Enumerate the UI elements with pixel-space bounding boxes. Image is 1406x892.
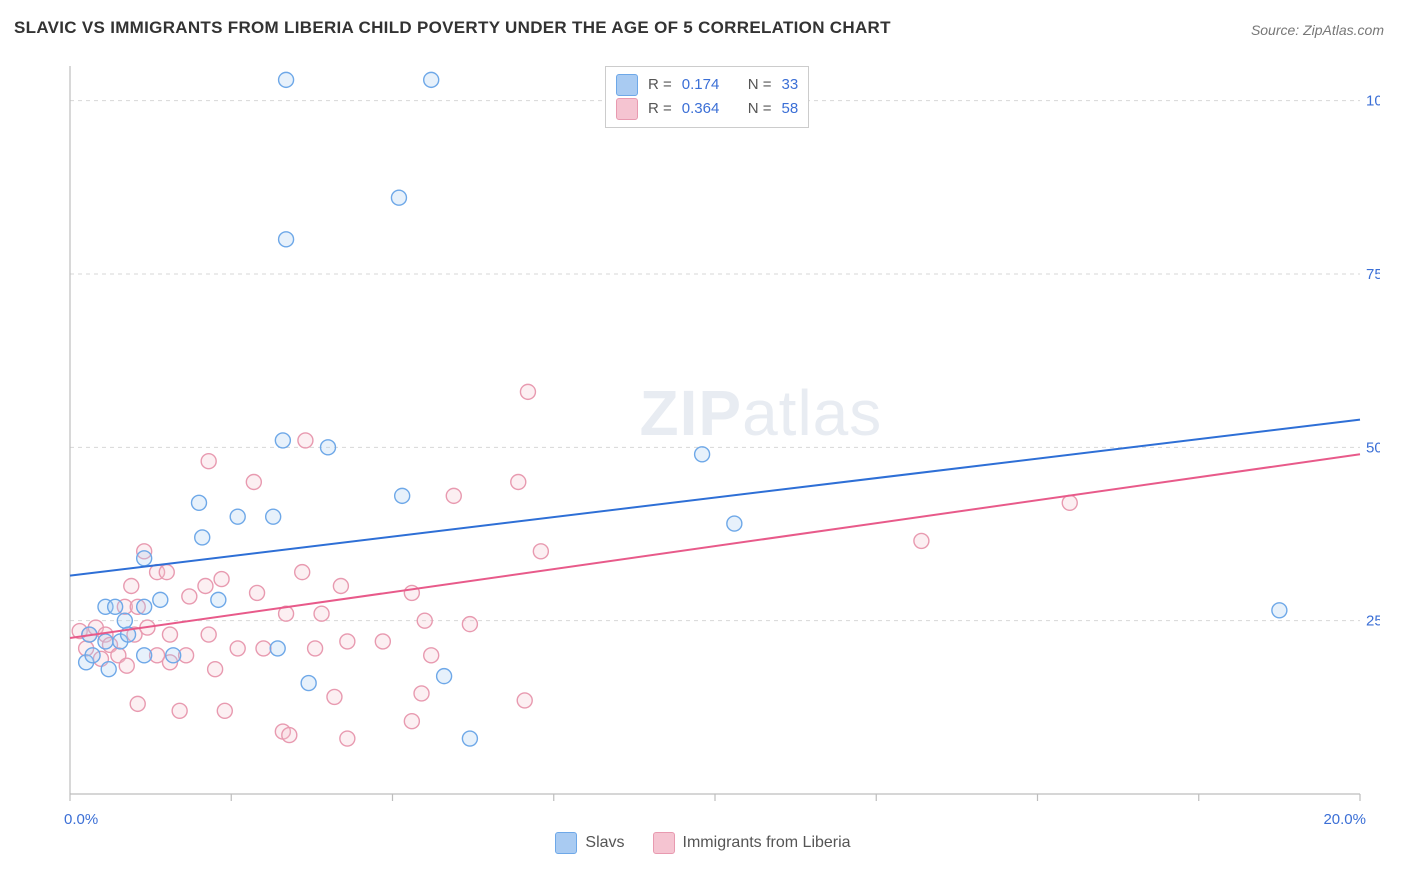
data-point-liberia <box>208 662 223 677</box>
data-point-slavs <box>117 613 132 628</box>
y-tick-label: 50.0% <box>1366 439 1380 456</box>
data-point-slavs <box>424 72 439 87</box>
r-label: R = <box>648 73 672 97</box>
data-point-slavs <box>266 509 281 524</box>
data-point-liberia <box>246 475 261 490</box>
legend-swatch <box>616 98 638 120</box>
data-point-slavs <box>695 447 710 462</box>
data-point-liberia <box>250 585 265 600</box>
data-point-liberia <box>159 565 174 580</box>
legend-label: Immigrants from Liberia <box>683 834 851 852</box>
correlation-legend: R = 0.174 N = 33 R = 0.364 N = 58 <box>605 66 809 128</box>
data-point-liberia <box>282 728 297 743</box>
legend-item: Slavs <box>555 832 624 854</box>
data-point-slavs <box>85 648 100 663</box>
chart-title: SLAVIC VS IMMIGRANTS FROM LIBERIA CHILD … <box>14 18 891 38</box>
chart-area: 25.0%50.0%75.0%100.0%0.0%20.0% ZIPatlas … <box>50 54 1380 834</box>
data-point-slavs <box>166 648 181 663</box>
data-point-liberia <box>162 627 177 642</box>
data-point-slavs <box>395 488 410 503</box>
rn-legend-row: R = 0.364 N = 58 <box>616 97 798 121</box>
data-point-liberia <box>914 533 929 548</box>
data-point-liberia <box>375 634 390 649</box>
data-point-slavs <box>270 641 285 656</box>
data-point-liberia <box>230 641 245 656</box>
x-tick-label: 20.0% <box>1323 811 1366 828</box>
data-point-liberia <box>511 475 526 490</box>
data-point-liberia <box>217 703 232 718</box>
data-point-liberia <box>414 686 429 701</box>
data-point-slavs <box>137 599 152 614</box>
legend-swatch <box>653 832 675 854</box>
n-value: 58 <box>782 97 799 121</box>
data-point-liberia <box>520 384 535 399</box>
data-point-liberia <box>256 641 271 656</box>
data-point-slavs <box>279 232 294 247</box>
legend-item: Immigrants from Liberia <box>653 832 851 854</box>
data-point-liberia <box>124 579 139 594</box>
y-tick-label: 100.0% <box>1366 93 1380 110</box>
data-point-slavs <box>195 530 210 545</box>
data-point-slavs <box>137 551 152 566</box>
data-point-slavs <box>462 731 477 746</box>
data-point-slavs <box>108 599 123 614</box>
data-point-slavs <box>153 592 168 607</box>
legend-swatch <box>555 832 577 854</box>
r-label: R = <box>648 97 672 121</box>
data-point-liberia <box>295 565 310 580</box>
n-label: N = <box>748 73 772 97</box>
x-tick-label: 0.0% <box>64 811 98 828</box>
data-point-slavs <box>275 433 290 448</box>
data-point-liberia <box>404 714 419 729</box>
data-point-liberia <box>130 696 145 711</box>
data-point-slavs <box>279 72 294 87</box>
series-legend: Slavs Immigrants from Liberia <box>0 832 1406 854</box>
data-point-liberia <box>1062 495 1077 510</box>
n-value: 33 <box>782 73 799 97</box>
source-label: Source: ZipAtlas.com <box>1251 22 1384 38</box>
data-point-liberia <box>201 454 216 469</box>
data-point-liberia <box>298 433 313 448</box>
data-point-liberia <box>424 648 439 663</box>
data-point-slavs <box>211 592 226 607</box>
legend-swatch <box>616 74 638 96</box>
data-point-liberia <box>182 589 197 604</box>
data-point-slavs <box>230 509 245 524</box>
scatter-chart: 25.0% 50.0% 75.0% 100.0% 0.0% 20.0% <box>50 54 1380 834</box>
data-point-liberia <box>214 572 229 587</box>
data-point-liberia <box>172 703 187 718</box>
data-point-slavs <box>1272 603 1287 618</box>
data-point-slavs <box>301 676 316 691</box>
data-point-liberia <box>340 731 355 746</box>
data-point-liberia <box>517 693 532 708</box>
data-point-slavs <box>391 190 406 205</box>
data-point-liberia <box>314 606 329 621</box>
data-point-liberia <box>201 627 216 642</box>
n-label: N = <box>748 97 772 121</box>
data-point-liberia <box>327 689 342 704</box>
data-point-slavs <box>727 516 742 531</box>
data-point-liberia <box>308 641 323 656</box>
data-point-slavs <box>137 648 152 663</box>
data-point-liberia <box>340 634 355 649</box>
r-value: 0.364 <box>682 97 738 121</box>
data-point-liberia <box>417 613 432 628</box>
data-point-slavs <box>192 495 207 510</box>
data-point-liberia <box>333 579 348 594</box>
data-point-liberia <box>119 658 134 673</box>
data-point-slavs <box>437 669 452 684</box>
data-point-slavs <box>321 440 336 455</box>
y-tick-label: 75.0% <box>1366 266 1380 283</box>
data-point-slavs <box>98 634 113 649</box>
data-point-liberia <box>533 544 548 559</box>
rn-legend-row: R = 0.174 N = 33 <box>616 73 798 97</box>
y-tick-label: 25.0% <box>1366 613 1380 630</box>
data-point-liberia <box>198 579 213 594</box>
r-value: 0.174 <box>682 73 738 97</box>
data-point-liberia <box>446 488 461 503</box>
data-point-slavs <box>101 662 116 677</box>
legend-label: Slavs <box>585 834 624 852</box>
data-point-liberia <box>462 617 477 632</box>
